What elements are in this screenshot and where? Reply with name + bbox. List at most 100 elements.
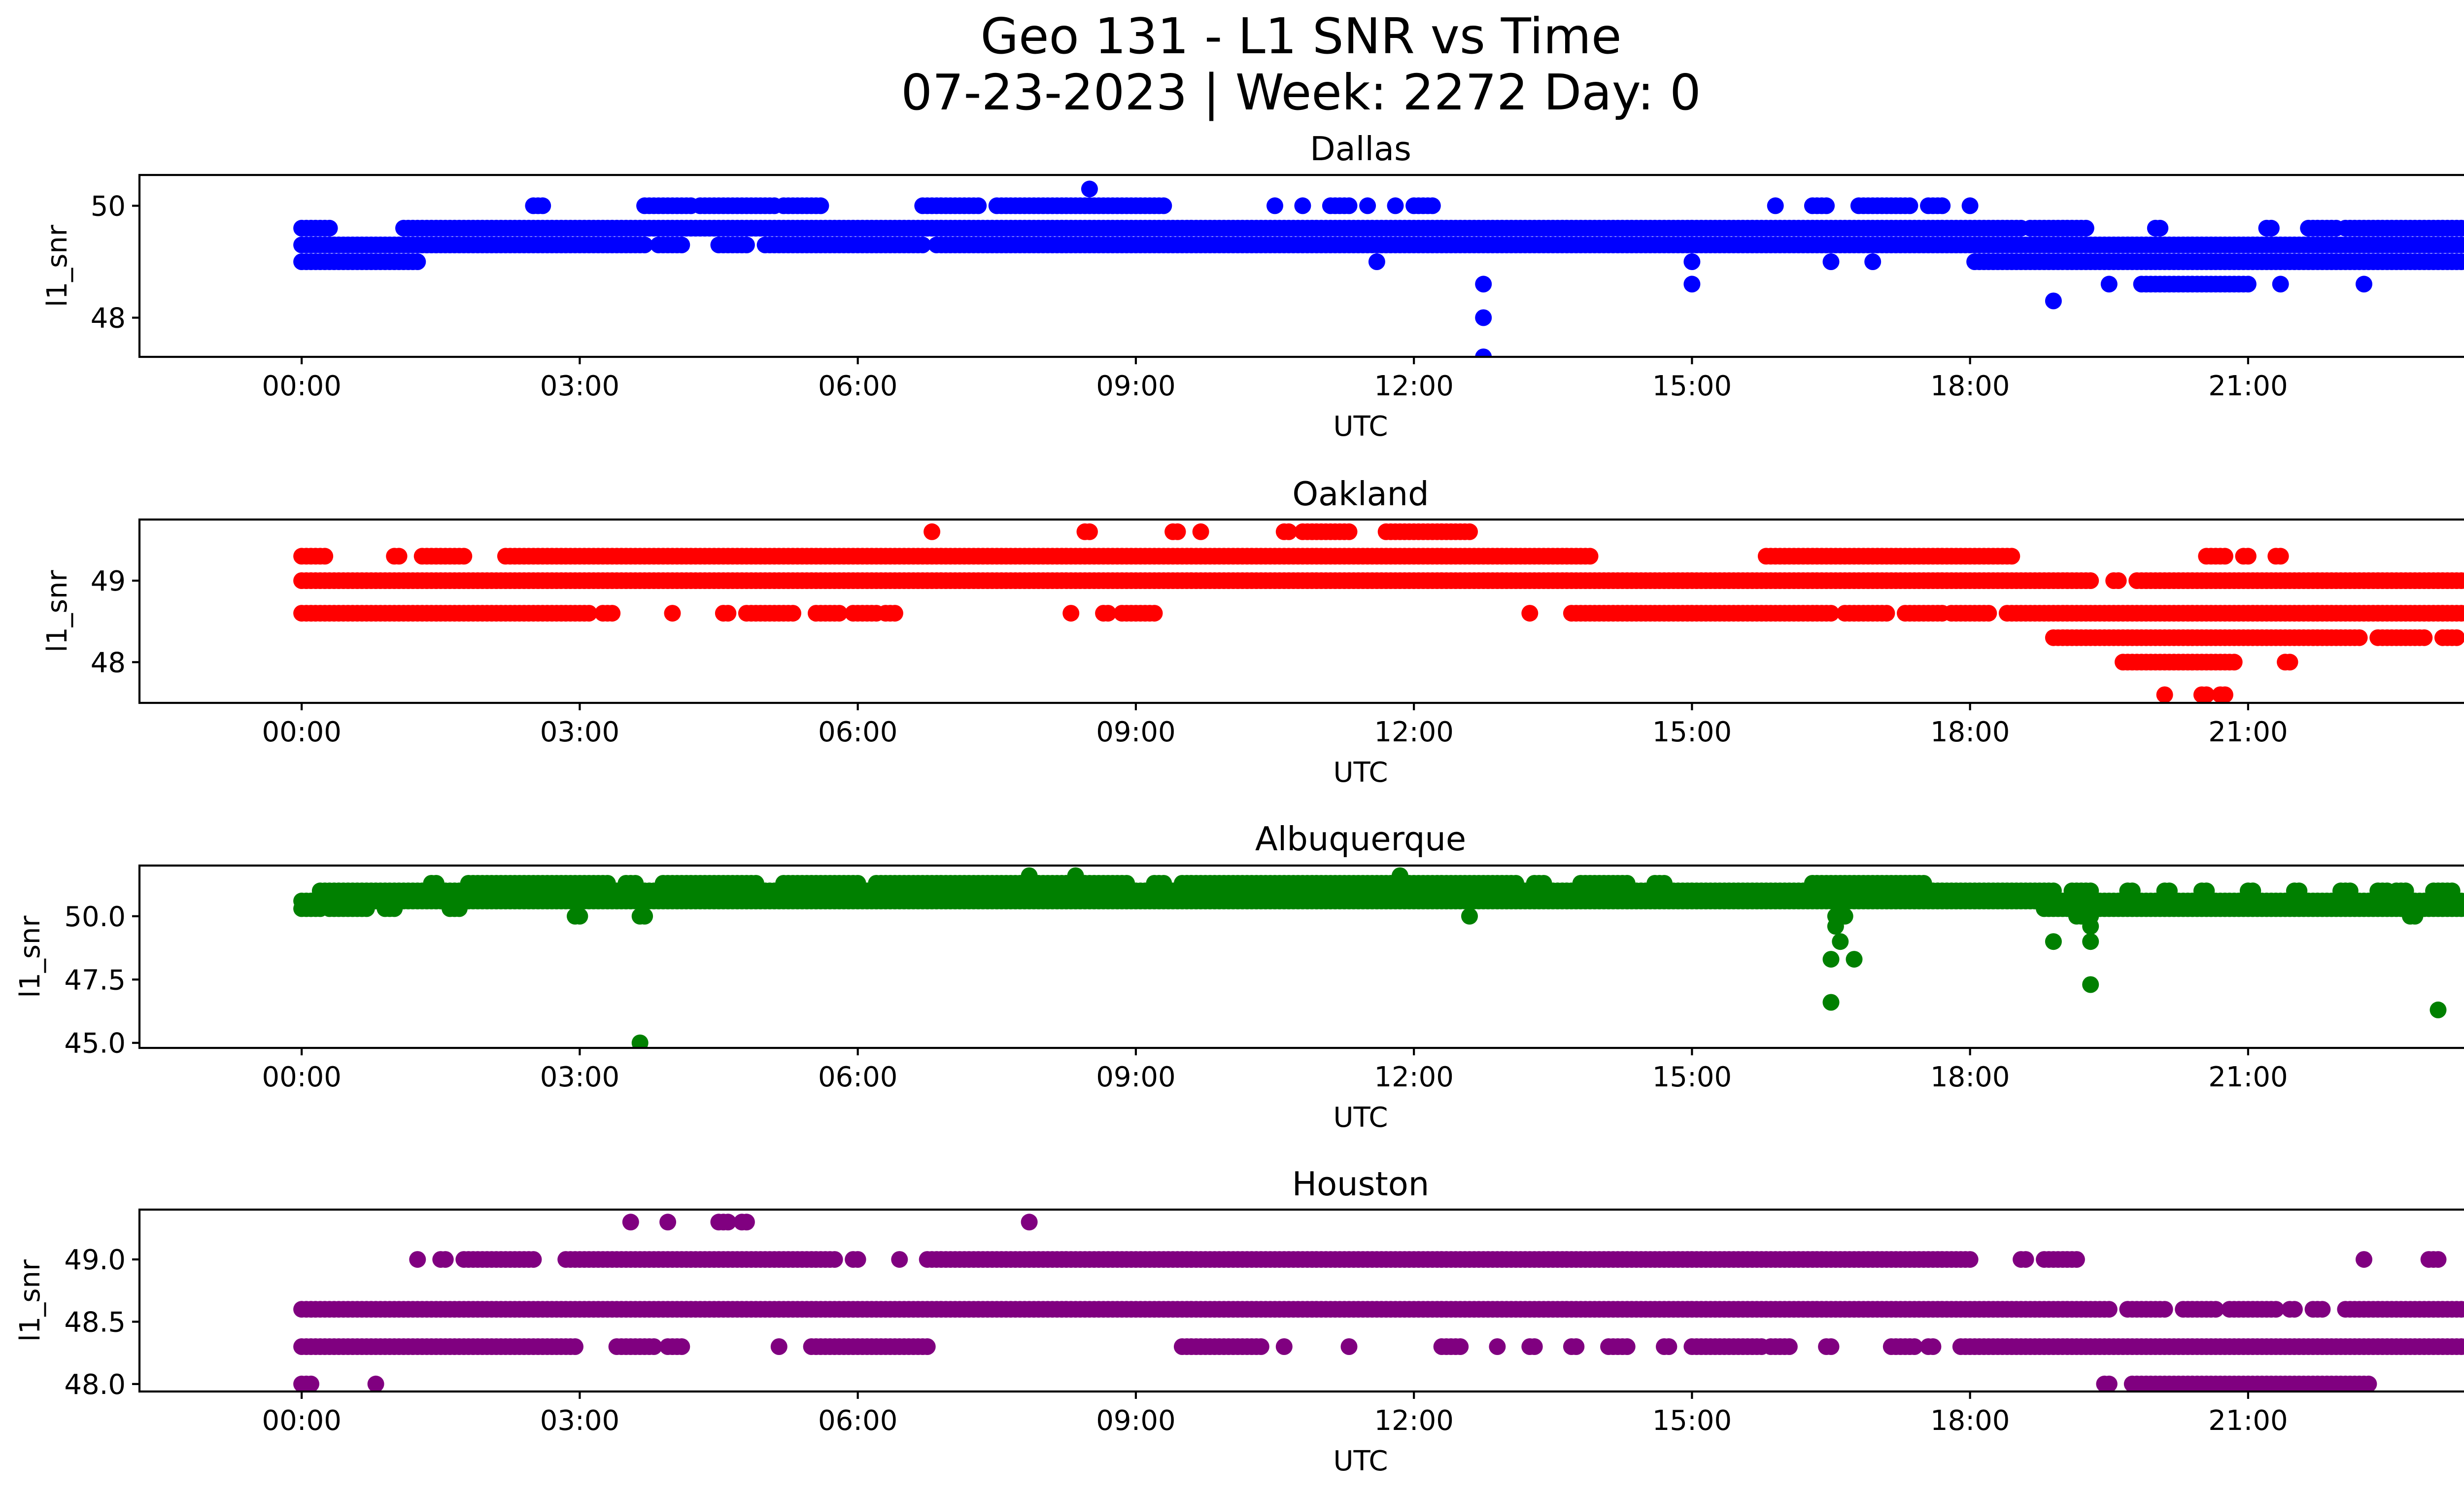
data-point bbox=[2457, 253, 2464, 270]
x-tick-label: 09:00 bbox=[1096, 716, 1175, 748]
scatter-series-albuquerque bbox=[293, 867, 2464, 1048]
data-point bbox=[437, 1251, 454, 1268]
data-point bbox=[738, 236, 755, 253]
x-tick-label: 09:00 bbox=[1096, 370, 1175, 402]
data-point bbox=[659, 1214, 677, 1231]
subplot-title: Houston bbox=[1292, 1165, 1429, 1203]
data-point bbox=[1275, 1338, 1293, 1355]
data-point bbox=[2457, 572, 2464, 589]
data-point bbox=[2267, 1301, 2285, 1318]
data-point bbox=[1340, 197, 1358, 214]
data-point bbox=[1475, 276, 1492, 293]
y-tick-label: 49.0 bbox=[64, 1244, 126, 1276]
subplot-title: Albuquerque bbox=[1255, 820, 1466, 858]
y-tick-label: 48.0 bbox=[64, 1369, 126, 1401]
data-point bbox=[2397, 882, 2414, 900]
data-point bbox=[303, 1375, 319, 1391]
data-point bbox=[2082, 933, 2099, 950]
data-point bbox=[2281, 654, 2298, 671]
data-point bbox=[2430, 1251, 2447, 1268]
x-tick-label: 00:00 bbox=[262, 370, 341, 402]
data-point bbox=[2239, 276, 2257, 293]
data-point bbox=[2216, 548, 2233, 565]
data-point bbox=[2152, 219, 2169, 237]
y-tick-label: 50.0 bbox=[64, 901, 126, 933]
data-point bbox=[2462, 256, 2464, 267]
y-tick-label: 47.5 bbox=[64, 964, 126, 996]
x-tick-label: 03:00 bbox=[540, 1405, 619, 1437]
data-point bbox=[1980, 605, 1997, 622]
data-point bbox=[2082, 882, 2099, 900]
data-point bbox=[2462, 575, 2464, 586]
x-tick-label: 00:00 bbox=[262, 716, 341, 748]
data-point bbox=[2239, 548, 2257, 565]
data-point bbox=[1526, 1338, 1543, 1355]
data-point bbox=[1489, 1338, 1506, 1355]
data-point bbox=[1294, 197, 1311, 214]
data-point bbox=[2462, 223, 2464, 234]
scatter-series-houston bbox=[293, 1214, 2464, 1391]
data-point bbox=[849, 875, 866, 892]
data-point bbox=[2406, 907, 2424, 925]
data-point bbox=[831, 605, 848, 622]
data-point bbox=[719, 1214, 737, 1231]
data-point bbox=[1118, 875, 1135, 892]
data-point bbox=[409, 253, 426, 270]
data-point bbox=[2286, 1301, 2303, 1318]
data-point bbox=[2100, 276, 2118, 293]
figure-title-line1: Geo 131 - L1 SNR vs Time bbox=[981, 7, 1622, 65]
y-axis-label: l1_snr bbox=[41, 570, 73, 653]
data-point bbox=[1359, 197, 1376, 214]
data-point bbox=[785, 605, 801, 622]
data-point bbox=[1192, 523, 1209, 540]
x-tick-label: 03:00 bbox=[540, 1061, 619, 1093]
data-point bbox=[2100, 1301, 2118, 1318]
data-point bbox=[636, 907, 653, 925]
data-point bbox=[673, 236, 690, 253]
data-point bbox=[2291, 882, 2308, 900]
subplot-title: Dallas bbox=[1310, 130, 1411, 168]
data-point bbox=[2462, 1341, 2464, 1352]
data-point bbox=[1822, 1338, 1840, 1355]
data-point bbox=[571, 907, 588, 925]
data-point bbox=[2045, 292, 2062, 310]
data-point bbox=[1280, 523, 1298, 540]
data-point bbox=[2462, 896, 2464, 906]
data-point bbox=[2356, 1251, 2372, 1268]
data-point bbox=[2017, 1251, 2034, 1268]
data-point bbox=[1581, 548, 1599, 565]
data-point bbox=[1146, 605, 1163, 622]
x-tick-label: 03:00 bbox=[540, 716, 619, 748]
data-point bbox=[719, 605, 737, 622]
data-point bbox=[1780, 1338, 1798, 1355]
data-point bbox=[849, 1251, 866, 1268]
data-point bbox=[1832, 933, 1849, 950]
x-tick-label: 00:00 bbox=[262, 1061, 341, 1093]
data-point bbox=[2272, 548, 2289, 565]
data-point bbox=[631, 1034, 649, 1048]
data-point bbox=[2198, 686, 2215, 703]
data-point bbox=[1656, 875, 1673, 892]
data-point bbox=[645, 1338, 662, 1355]
data-point bbox=[770, 1338, 787, 1355]
data-point bbox=[316, 548, 334, 565]
data-point bbox=[1155, 875, 1172, 892]
data-point bbox=[1155, 197, 1172, 214]
x-tick-label: 09:00 bbox=[1096, 1061, 1175, 1093]
scatter-series-oakland bbox=[293, 523, 2464, 703]
data-point bbox=[1387, 197, 1404, 214]
data-point bbox=[1062, 605, 1080, 622]
y-tick-label: 49 bbox=[91, 565, 126, 597]
data-point bbox=[2225, 654, 2243, 671]
data-point bbox=[2457, 1301, 2464, 1318]
data-point bbox=[534, 197, 551, 214]
data-point bbox=[1475, 348, 1492, 357]
x-tick-label: 21:00 bbox=[2208, 716, 2288, 748]
data-point bbox=[1340, 523, 1358, 540]
data-point bbox=[1822, 994, 1840, 1011]
data-point bbox=[2430, 1001, 2447, 1018]
data-point bbox=[2462, 240, 2464, 250]
